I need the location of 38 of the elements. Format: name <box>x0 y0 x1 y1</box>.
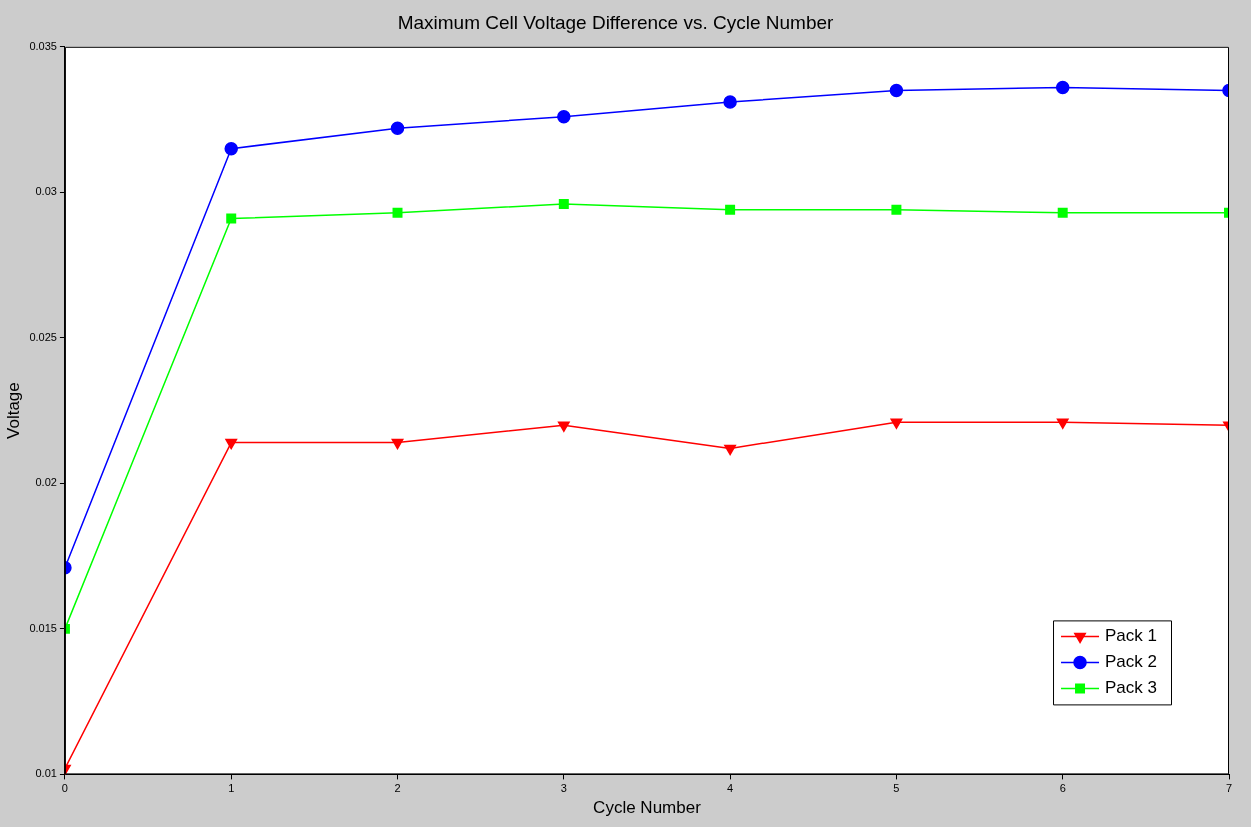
x-tick-label: 3 <box>560 782 567 795</box>
y-axis-title: Voltage <box>3 382 23 439</box>
point <box>392 207 403 218</box>
x-tick-label: 6 <box>1059 782 1066 795</box>
point <box>725 204 736 215</box>
point <box>1056 418 1069 429</box>
point <box>891 204 902 215</box>
point <box>558 198 569 209</box>
point <box>557 109 571 124</box>
y-tick-label: 0.01 <box>35 767 57 780</box>
point <box>724 444 737 456</box>
y-tick-label: 0.03 <box>35 185 57 198</box>
point <box>890 418 903 429</box>
point <box>1057 207 1068 218</box>
x-axis-title: Cycle Number <box>593 798 702 818</box>
y-tick-label: 0.035 <box>29 39 57 52</box>
x-tick-label: 1 <box>228 782 235 795</box>
point <box>1055 80 1070 95</box>
x-tick-label: 4 <box>727 782 734 795</box>
y-tick-label: 0.015 <box>29 621 57 634</box>
x-tick-label: 0 <box>61 782 68 795</box>
x-tick-label: 7 <box>1225 782 1233 795</box>
point <box>224 141 238 156</box>
point <box>723 95 737 109</box>
point <box>225 438 238 450</box>
legend-label: Pack 3 <box>1105 678 1158 698</box>
point <box>889 83 904 98</box>
point <box>391 438 404 450</box>
y-tick-label: 0.025 <box>29 330 57 343</box>
point <box>226 213 237 224</box>
x-tick-label: 5 <box>893 782 900 795</box>
x-tick-label: 2 <box>394 782 401 795</box>
chart-title: Maximum Cell Voltage Difference vs. Cycle Number <box>397 11 835 33</box>
y-tick-label: 0.02 <box>35 476 57 489</box>
legend-label: Pack 2 <box>1105 652 1158 672</box>
point <box>390 121 405 136</box>
point <box>557 421 570 432</box>
legend-label: Pack 1 <box>1105 626 1158 646</box>
